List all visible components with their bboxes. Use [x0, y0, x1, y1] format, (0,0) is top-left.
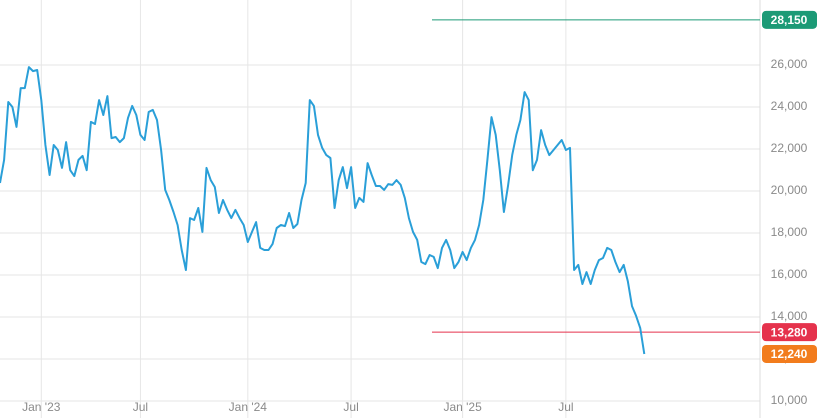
- y-tick-label: 14,000: [771, 309, 808, 323]
- y-tick-label: 20,000: [771, 183, 808, 197]
- y-tick-label: 22,000: [771, 141, 808, 155]
- price-badge: [762, 10, 817, 29]
- price-line: [0, 66, 646, 355]
- y-tick-label: 24,000: [771, 99, 808, 113]
- x-tick-label: Jul: [133, 400, 148, 414]
- price-badge: [762, 344, 817, 363]
- x-tick-label: Jan '24: [229, 400, 268, 414]
- y-tick-label: 10,000: [771, 393, 808, 407]
- price-badge-label: 12,240: [771, 347, 808, 361]
- x-tick-label: Jan '23: [22, 400, 61, 414]
- x-tick-label: Jul: [343, 400, 358, 414]
- price-badge: [762, 323, 817, 342]
- price-badge-label: 13,280: [771, 325, 808, 339]
- price-badge-label: 28,150: [771, 13, 808, 27]
- x-tick-label: Jan '25: [443, 400, 482, 414]
- y-tick-label: 26,000: [771, 57, 808, 71]
- x-tick-label: Jul: [558, 400, 573, 414]
- y-tick-label: 18,000: [771, 225, 808, 239]
- y-tick-label: 16,000: [771, 267, 808, 281]
